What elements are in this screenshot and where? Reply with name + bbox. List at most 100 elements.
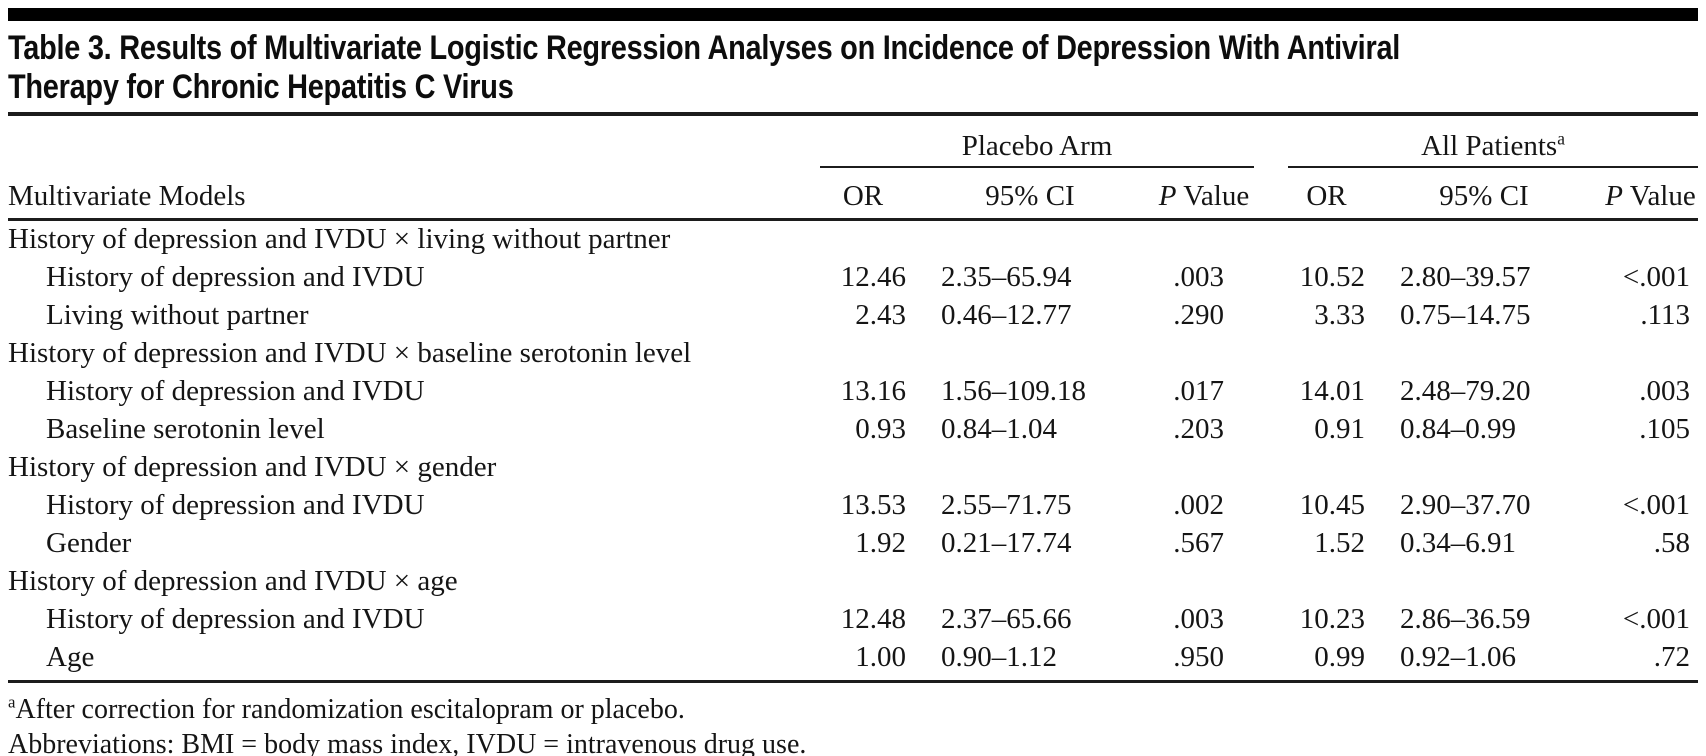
row-label: History of depression and IVDU × baselin… (8, 337, 692, 369)
row-label: History of depression and IVDU (46, 489, 425, 521)
placebo-ci-value (906, 449, 1154, 487)
footnote-correction: aAfter correction for randomization esci… (8, 692, 1698, 727)
placebo-ci-value: 0.90–1.12 (906, 639, 1154, 683)
placebo-p-value (1154, 449, 1254, 487)
placebo-p-value (1154, 563, 1254, 601)
allpatients-p-value: <.001 (1622, 261, 1691, 293)
allpatients-pvalue-column-header: P Value (1603, 167, 1699, 221)
all-patients-superscript: a (1557, 128, 1565, 149)
group-gap (1254, 259, 1288, 297)
allpatients-ci-value (1365, 563, 1603, 601)
pvalue-text: Value (1622, 180, 1696, 212)
group-gap (1254, 373, 1288, 411)
column-header-row: Multivariate Models OR 95% CI P Value OR… (8, 167, 1699, 221)
placebo-or-value: 1.00 (820, 639, 906, 683)
table-row: History of depression and IVDU 12.48 2.3… (8, 601, 1698, 639)
allpatients-ci-value (1365, 220, 1603, 260)
placebo-or-value (820, 563, 906, 601)
placebo-p-value: .003 (1173, 261, 1224, 293)
allpatients-p-value: <.001 (1622, 489, 1691, 521)
allpatients-ci-value: 2.80–39.57 (1400, 261, 1531, 293)
allpatients-or-value (1288, 449, 1365, 487)
placebo-ci-value: 2.35–65.94 (941, 261, 1072, 293)
placebo-ci-value: 0.21–17.74 (941, 527, 1072, 559)
top-rule-bar (8, 8, 1698, 21)
group-gap (1254, 563, 1288, 601)
footnote-superscript: a (8, 692, 16, 712)
spanner-spacer (8, 116, 820, 167)
placebo-or-value (820, 335, 906, 373)
p-italic: P (1605, 180, 1623, 212)
group-header-row: History of depression and IVDU × living … (8, 220, 1698, 260)
footnote-text: After correction for randomization escit… (15, 694, 685, 725)
group-gap (1254, 167, 1288, 221)
table-row: History of depression and IVDU 12.46 2.3… (8, 259, 1698, 297)
all-patients-label: All Patients (1421, 130, 1558, 162)
placebo-or-value: 13.16 (840, 375, 906, 407)
placebo-or-value: 13.53 (840, 489, 906, 521)
group-gap (1254, 639, 1288, 683)
group-gap (1254, 411, 1288, 449)
allpatients-or-value: 3.33 (1314, 299, 1365, 331)
row-label: History of depression and IVDU × living … (8, 223, 671, 255)
allpatients-ci-value (1365, 335, 1603, 373)
placebo-or-value (820, 449, 906, 487)
table-row: History of depression and IVDU 13.53 2.5… (8, 487, 1698, 525)
allpatients-or-value (1288, 335, 1365, 373)
allpatients-or-value: 1.52 (1314, 527, 1365, 559)
row-label: Gender (46, 527, 132, 559)
footnotes: aAfter correction for randomization esci… (8, 692, 1698, 756)
placebo-or-value (820, 220, 906, 260)
table-row: Living without partner 2.43 0.46–12.77 .… (8, 297, 1698, 335)
placebo-ci-value: 1.56–109.18 (941, 375, 1086, 407)
group-header-row: History of depression and IVDU × gender (8, 449, 1698, 487)
table-body: History of depression and IVDU × living … (8, 220, 1699, 683)
placebo-ci-value (906, 563, 1154, 601)
row-label: History of depression and IVDU (46, 603, 425, 635)
allpatients-ci-value: 0.84–0.99 (1400, 413, 1516, 445)
allpatients-or-value: 10.52 (1299, 261, 1365, 293)
placebo-or-column-header: OR (820, 167, 906, 221)
allpatients-p-value: .105 (1639, 413, 1691, 445)
row-label: History of depression and IVDU (46, 261, 425, 293)
group-gap (1254, 525, 1288, 563)
footnote-abbreviations: Abbreviations: BMI = body mass index, IV… (8, 727, 1698, 756)
allpatients-or-value: 10.23 (1299, 603, 1365, 635)
allpatients-p-value: .58 (1653, 527, 1691, 559)
allpatients-p-value (1603, 449, 1698, 487)
allpatients-ci-value: 2.86–36.59 (1400, 603, 1531, 635)
table-title-line-2: Therapy for Chronic Hepatitis C Virus (8, 68, 514, 106)
placebo-p-value: .017 (1173, 375, 1224, 407)
table-title-line-1: Table 3. Results of Multivariate Logisti… (8, 29, 1401, 67)
table-title: Table 3. Results of Multivariate Logisti… (8, 29, 1445, 107)
placebo-p-value: .203 (1173, 413, 1224, 445)
allpatients-p-value: <.001 (1622, 603, 1691, 635)
row-label: Baseline serotonin level (46, 413, 325, 445)
placebo-ci-column-header: 95% CI (906, 167, 1154, 221)
placebo-or-value: 0.93 (855, 413, 906, 445)
table-header: Placebo Arm All Patientsa Multivariate M… (8, 116, 1699, 221)
allpatients-p-value: .113 (1640, 299, 1691, 331)
allpatients-p-value (1603, 563, 1698, 601)
placebo-arm-label: Placebo Arm (961, 130, 1113, 162)
allpatients-ci-value: 0.92–1.06 (1365, 639, 1603, 683)
placebo-or-value: 12.48 (840, 603, 906, 635)
allpatients-or-column-header: OR (1288, 167, 1365, 221)
allpatients-ci-value: 0.75–14.75 (1400, 299, 1531, 331)
group-header-row: History of depression and IVDU × age (8, 563, 1698, 601)
placebo-ci-value (906, 220, 1154, 260)
title-rule (8, 112, 1698, 116)
group-header-row: History of depression and IVDU × baselin… (8, 335, 1698, 373)
row-label: Age (8, 639, 820, 683)
allpatients-p-value: .72 (1603, 639, 1699, 683)
all-patients-group-header: All Patientsa (1288, 116, 1699, 168)
allpatients-or-value (1288, 563, 1365, 601)
allpatients-ci-column-header: 95% CI (1365, 167, 1603, 221)
row-label: History of depression and IVDU × age (8, 565, 458, 597)
placebo-ci-value (906, 335, 1154, 373)
allpatients-ci-value: 2.90–37.70 (1400, 489, 1531, 521)
pvalue-text: Value (1176, 180, 1250, 212)
p-italic: P (1158, 180, 1177, 212)
allpatients-p-value (1603, 220, 1698, 260)
